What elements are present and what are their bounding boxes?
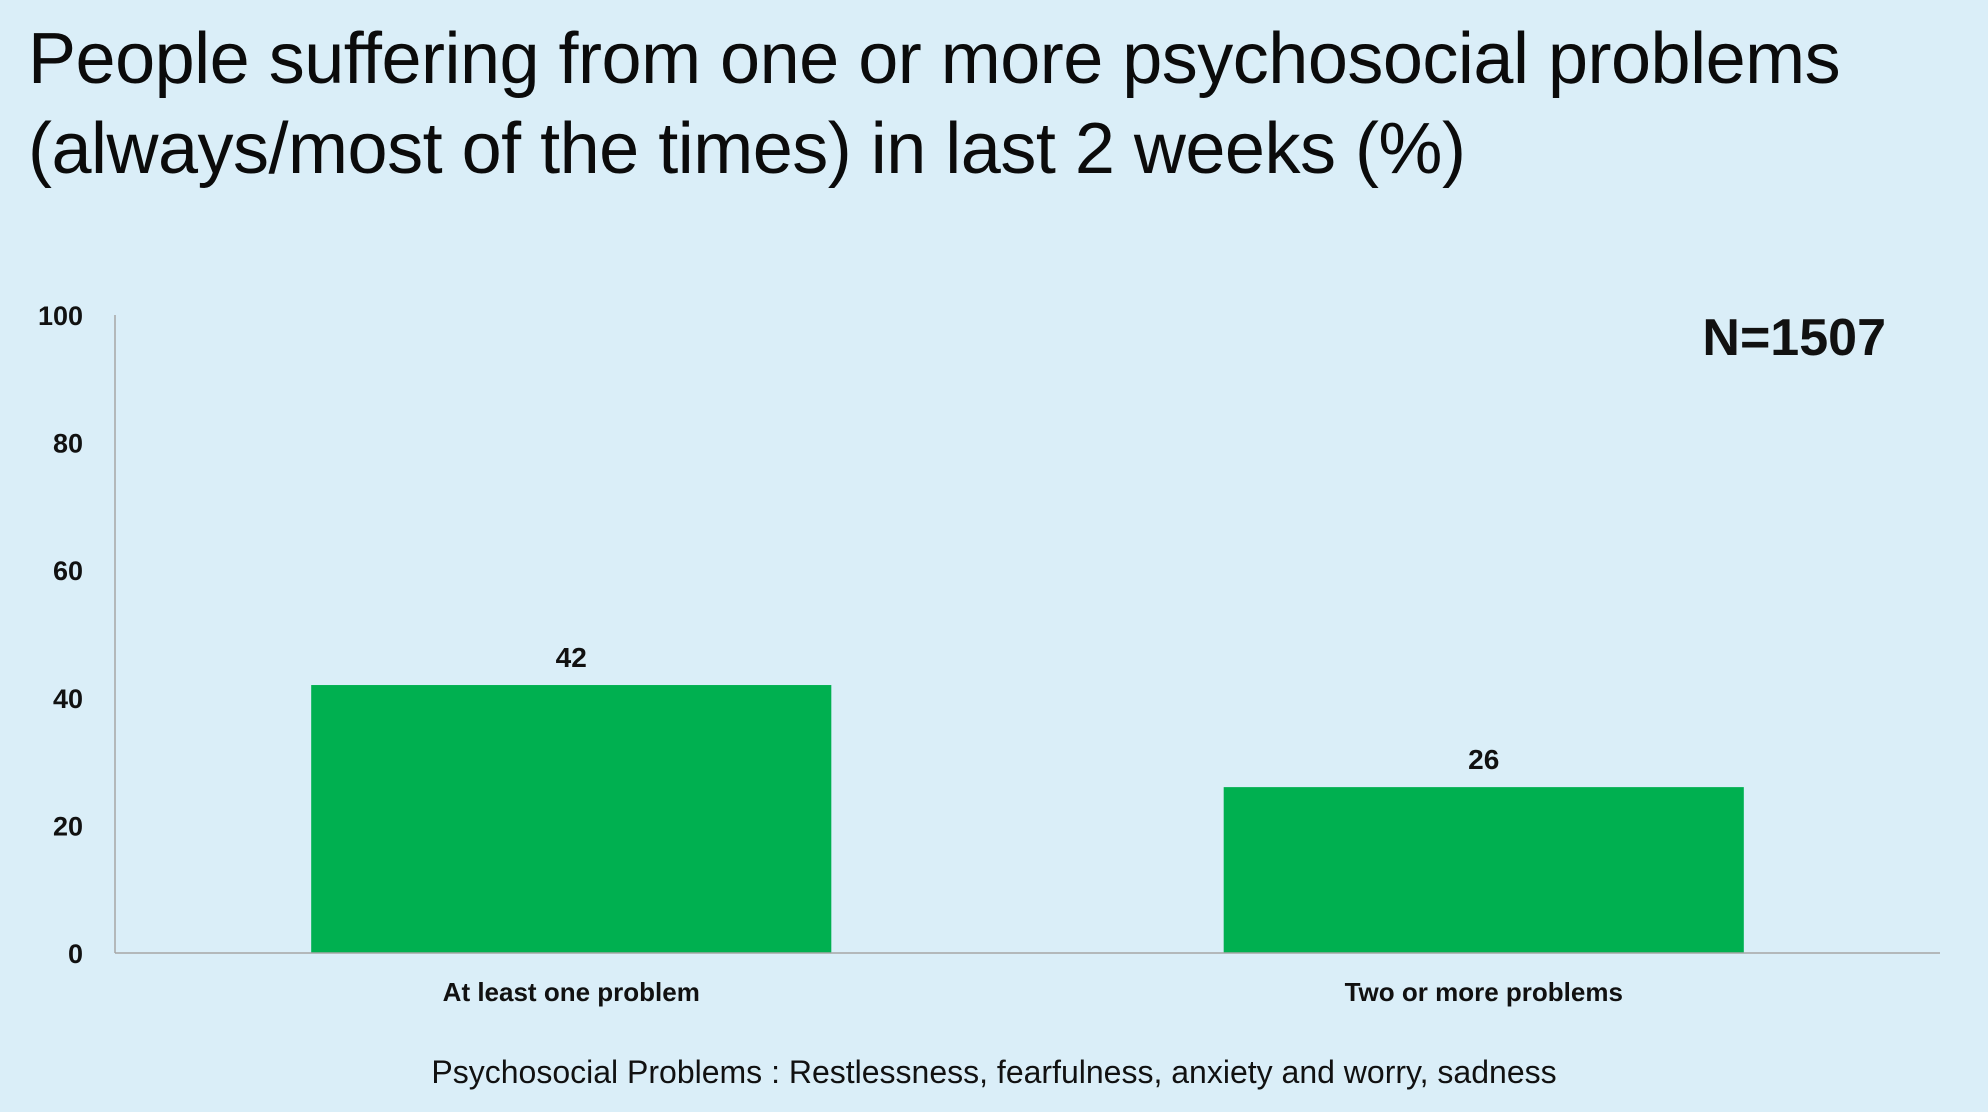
x-category-label: Two or more problems [1345, 977, 1623, 1007]
bar [311, 685, 832, 953]
y-tick-label: 100 [38, 301, 83, 331]
y-tick-label: 80 [53, 429, 83, 459]
bar-data-label: 26 [1468, 744, 1499, 775]
chart-title-line-2: (always/most of the times) in last 2 wee… [28, 109, 1466, 189]
footnote: Psychosocial Problems : Restlessness, fe… [431, 1054, 1557, 1090]
y-tick-label: 40 [53, 684, 83, 714]
x-category-label: At least one problem [443, 977, 700, 1007]
chart-title: People suffering from one or more psycho… [28, 14, 1958, 194]
bar [1223, 787, 1744, 953]
chart-title-line-1: People suffering from one or more psycho… [28, 19, 1841, 99]
bar-series [311, 685, 1744, 953]
y-tick-label: 60 [53, 556, 83, 586]
y-axis-ticks: 0 20 40 60 80 100 [38, 301, 83, 969]
sample-size-label: N=1507 [1702, 309, 1886, 367]
y-tick-label: 0 [68, 939, 83, 969]
y-tick-label: 20 [53, 811, 83, 841]
data-labels: 42 26 [556, 642, 1500, 775]
bar-data-label: 42 [556, 642, 587, 673]
x-axis-category-labels: At least one problem Two or more problems [443, 977, 1623, 1007]
